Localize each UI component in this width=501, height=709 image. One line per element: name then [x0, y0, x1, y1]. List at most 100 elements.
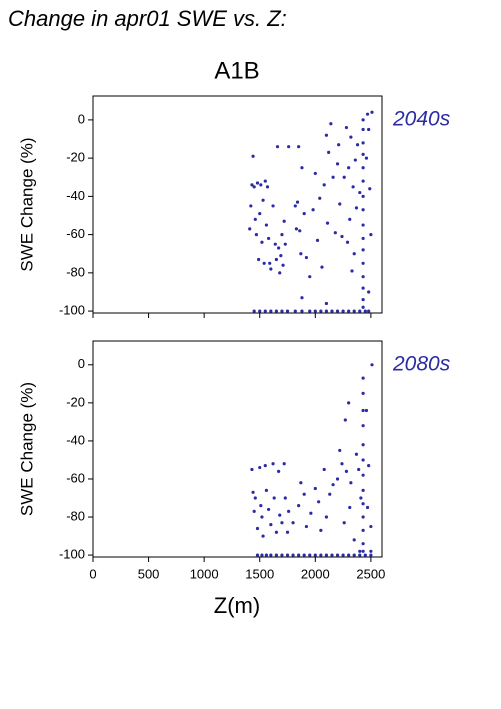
data-point [369, 233, 373, 237]
data-point [283, 496, 287, 500]
data-point [317, 500, 321, 504]
data-point [250, 467, 254, 472]
y-tick-label: -20 [66, 150, 85, 165]
data-point [361, 152, 365, 156]
x-axis-label: Z(m) [214, 593, 260, 618]
data-point [275, 145, 280, 149]
data-point [304, 524, 309, 529]
data-point [342, 175, 346, 179]
data-point [324, 301, 329, 306]
data-point [361, 236, 365, 241]
data-point [341, 553, 345, 557]
data-point [255, 553, 260, 557]
data-point [361, 542, 365, 546]
data-point [258, 309, 262, 313]
data-point [263, 464, 267, 468]
data-point [267, 236, 271, 241]
data-point [331, 483, 335, 487]
data-point [297, 553, 301, 557]
data-point [341, 309, 345, 313]
data-point [335, 309, 340, 313]
data-point [300, 166, 304, 170]
data-point [273, 242, 277, 246]
data-point [318, 196, 322, 200]
data-point [352, 252, 356, 256]
data-point [331, 175, 335, 179]
data-point [349, 481, 353, 485]
data-point [347, 309, 351, 313]
data-point [361, 118, 365, 122]
data-point [265, 185, 270, 189]
y-tick-label: -80 [66, 264, 85, 279]
data-point [361, 127, 365, 132]
data-point [328, 492, 332, 496]
data-point [358, 553, 362, 557]
data-point [340, 462, 344, 466]
data-point [285, 530, 290, 534]
data-point [280, 309, 284, 313]
data-point [269, 553, 273, 557]
data-point [269, 267, 273, 271]
data-point [280, 553, 284, 557]
data-point [259, 504, 263, 508]
data-point [279, 254, 283, 258]
data-point [295, 200, 300, 204]
data-point [255, 526, 260, 531]
data-point [319, 553, 323, 557]
data-point [249, 204, 253, 208]
period-label: 2040s [392, 107, 451, 130]
data-point [299, 481, 303, 485]
data-point [313, 486, 317, 491]
data-point [364, 408, 369, 413]
data-point [280, 233, 284, 237]
data-point [363, 553, 367, 557]
data-point [308, 553, 312, 557]
data-point [361, 248, 365, 252]
data-point [342, 521, 346, 525]
x-tick-label: 0 [89, 566, 96, 581]
data-point [264, 488, 268, 492]
data-point [252, 185, 256, 189]
data-point [361, 194, 365, 198]
data-point [285, 309, 290, 313]
data-point [361, 179, 365, 183]
data-point [260, 515, 264, 519]
data-point [259, 183, 263, 187]
data-point [344, 125, 349, 130]
data-point [278, 271, 282, 275]
y-tick-label: -80 [66, 508, 85, 523]
y-axis-label: SWE Change (%) [17, 137, 36, 271]
x-tick-label: 2000 [301, 566, 330, 581]
data-point [260, 553, 264, 557]
data-point [272, 496, 276, 500]
y-tick-label: 0 [78, 356, 85, 371]
data-point [268, 261, 272, 265]
data-point [361, 261, 365, 265]
data-point [338, 448, 342, 453]
x-tick-label: 500 [138, 566, 160, 581]
data-point [358, 309, 362, 313]
data-point [319, 528, 323, 532]
data-point [264, 553, 268, 557]
data-point [287, 145, 291, 149]
data-point [252, 509, 256, 513]
data-point [291, 553, 295, 557]
data-point [269, 523, 273, 527]
data-point [365, 112, 370, 116]
data-point [315, 238, 320, 242]
data-point [361, 528, 365, 532]
data-point [361, 473, 365, 477]
data-point [337, 143, 341, 147]
data-point [253, 496, 257, 500]
data-point [257, 257, 261, 262]
data-point [313, 171, 317, 176]
data-point [335, 477, 340, 481]
data-point [308, 309, 312, 313]
data-point [367, 127, 371, 132]
data-point [251, 490, 255, 494]
data-point [361, 376, 365, 380]
data-point [282, 462, 286, 466]
data-point [324, 309, 329, 313]
data-point [258, 211, 262, 216]
y-tick-label: -60 [66, 470, 85, 485]
